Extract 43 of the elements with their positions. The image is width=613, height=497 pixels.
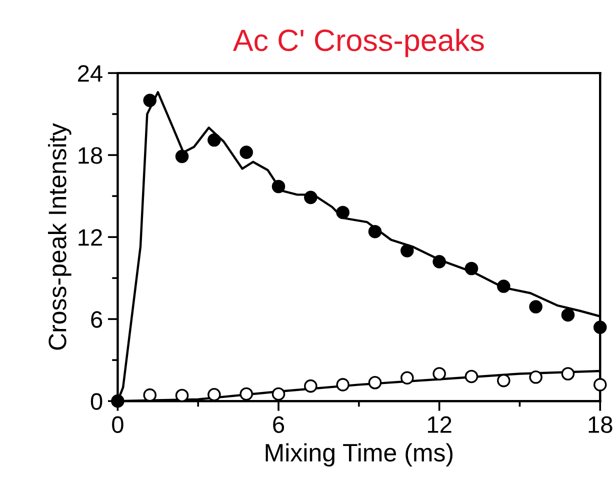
y-tick-label: 24 [78, 65, 102, 82]
point [496, 280, 510, 293]
x-tick-label: 0 [112, 416, 124, 434]
point [272, 387, 286, 401]
y-tick-label: 18 [78, 147, 102, 164]
point [561, 308, 575, 322]
point [143, 94, 157, 108]
point [368, 376, 382, 390]
y-axis-title: Cross-peak Intensity [48, 123, 72, 350]
y-tick-label: 0 [90, 393, 102, 410]
point [240, 387, 253, 401]
point [464, 262, 478, 276]
point [400, 244, 414, 258]
point [529, 370, 542, 384]
point [304, 190, 318, 204]
point [143, 388, 157, 402]
x-tick-label: 6 [273, 416, 284, 434]
point [496, 374, 510, 388]
point [336, 378, 350, 392]
point [464, 370, 478, 384]
point [240, 146, 253, 159]
point [111, 394, 124, 408]
point [368, 224, 382, 238]
point [400, 371, 414, 384]
point [593, 320, 607, 334]
x-axis-title: Mixing Time (ms) [266, 443, 453, 467]
point [208, 133, 221, 147]
point [175, 150, 189, 164]
point [561, 367, 575, 380]
x-tick-label: 18 [588, 416, 612, 434]
point [304, 379, 318, 393]
point [432, 367, 446, 380]
point [432, 255, 446, 268]
y-tick-label: 6 [91, 311, 102, 328]
point [593, 378, 607, 392]
chart-title: Ac C' Cross-peaks [232, 28, 484, 58]
point [208, 388, 221, 402]
point [272, 180, 286, 194]
point [336, 206, 350, 220]
x-tick-label: 12 [428, 416, 452, 433]
point [529, 300, 542, 314]
point [175, 388, 189, 402]
y-tick-label: 12 [78, 229, 102, 246]
